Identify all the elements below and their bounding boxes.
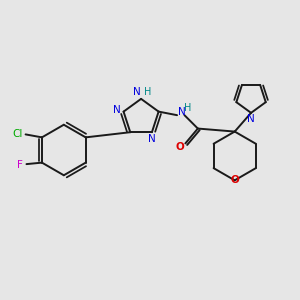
Text: H: H	[144, 87, 151, 97]
Text: H: H	[184, 103, 192, 113]
Text: N: N	[148, 134, 156, 144]
Text: O: O	[176, 142, 184, 152]
Text: N: N	[247, 114, 255, 124]
Text: N: N	[178, 106, 185, 117]
Text: N: N	[113, 105, 121, 115]
Text: N: N	[133, 87, 140, 97]
Text: O: O	[230, 175, 239, 185]
Text: F: F	[17, 160, 23, 170]
Text: Cl: Cl	[12, 129, 22, 139]
